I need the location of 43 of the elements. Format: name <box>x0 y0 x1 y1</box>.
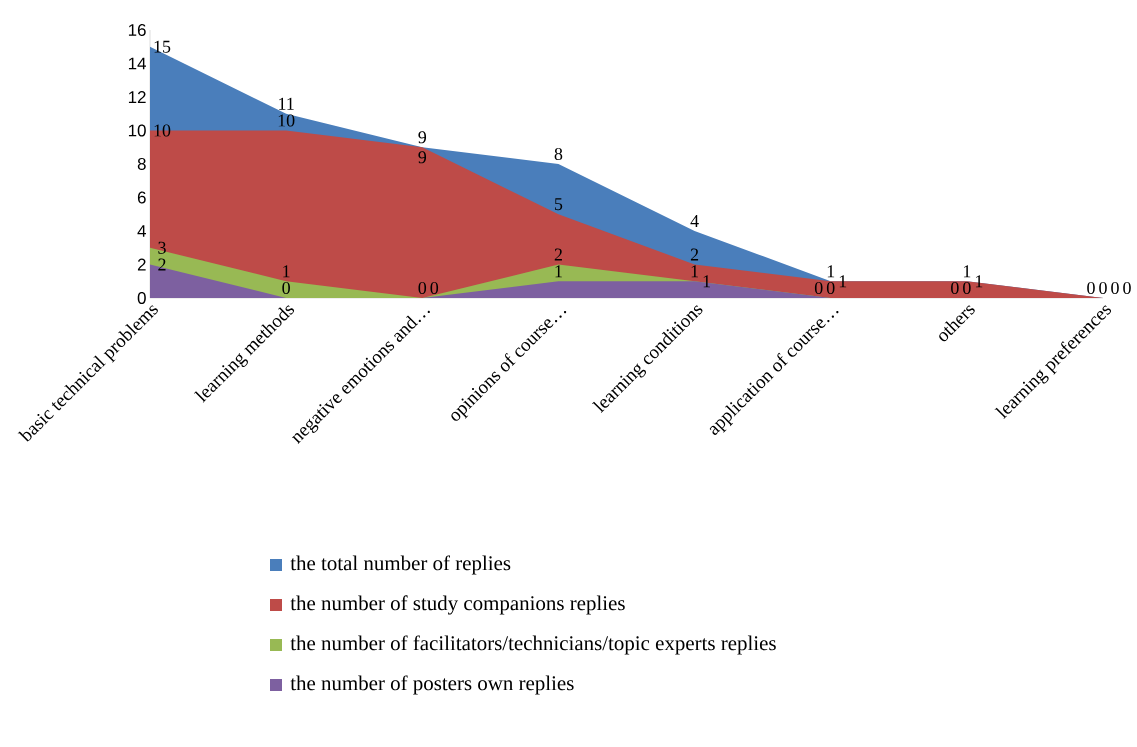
y-tick-label: 4 <box>137 225 146 237</box>
data-label: 0 <box>1111 281 1119 295</box>
data-label: 2 <box>158 258 166 271</box>
legend-label: the number of facilitators/technicians/topic experts replies <box>290 635 776 655</box>
data-label: 15 <box>154 40 171 53</box>
y-tick-label: 0 <box>137 291 146 304</box>
data-label: 0 <box>1087 281 1095 295</box>
data-label: 1 <box>703 275 710 288</box>
data-label: 2 <box>554 248 562 261</box>
data-label: 11 <box>279 97 294 110</box>
y-tick-label: 2 <box>137 258 146 271</box>
data-label: 2 <box>690 248 699 261</box>
data-label: 5 <box>555 198 563 211</box>
legend-label: the number of study companions replies <box>290 595 625 615</box>
data-label: 3 <box>158 241 166 254</box>
data-label: 1 <box>691 265 698 278</box>
data-label: 0 <box>1099 281 1107 295</box>
data-label: 4 <box>690 215 699 227</box>
data-label: 1 <box>283 265 290 278</box>
y-tick-label: 16 <box>128 23 146 36</box>
data-label: 9 <box>418 131 427 144</box>
data-label: 0 <box>951 281 959 295</box>
data-label: 8 <box>554 147 563 161</box>
data-label: 0 <box>418 281 427 295</box>
y-tick-label: 8 <box>137 157 146 170</box>
y-tick-label: 10 <box>128 124 146 137</box>
data-label: 10 <box>278 114 295 127</box>
data-label: 1 <box>555 265 562 278</box>
data-label: 9 <box>418 151 427 164</box>
legend-label: the total number of replies <box>290 555 511 575</box>
data-label: 0 <box>1123 281 1131 295</box>
data-label: 0 <box>814 281 823 295</box>
data-label: 0 <box>430 281 439 295</box>
data-label: 0 <box>826 281 835 295</box>
data-label: 1 <box>827 265 835 278</box>
data-label: 10 <box>154 124 171 137</box>
legend-label: the number of posters own replies <box>290 675 574 695</box>
data-label: 0 <box>963 281 971 295</box>
y-tick-label: 14 <box>128 57 146 70</box>
data-label: 0 <box>282 281 290 295</box>
y-tick-label: 12 <box>128 91 146 103</box>
data-label: 1 <box>963 265 971 278</box>
y-tick-label: 6 <box>137 191 146 204</box>
